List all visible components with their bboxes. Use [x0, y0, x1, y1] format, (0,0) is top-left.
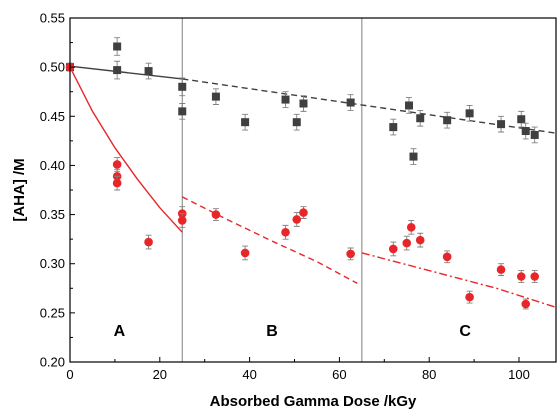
data-point-circle: [346, 249, 355, 259]
data-point-square: [241, 118, 250, 127]
x-axis-title: Absorbed Gamma Dose /kGy: [210, 393, 417, 410]
data-point-square: [416, 114, 425, 123]
data-point-square: [113, 42, 122, 51]
y-tick-label: 0.25: [40, 305, 65, 320]
region-label: B: [266, 323, 278, 340]
data-point-circle: [112, 160, 122, 169]
x-tick-label: 0: [66, 367, 73, 382]
y-tick-label: 0.35: [40, 207, 65, 222]
data-point-circle: [299, 208, 308, 217]
region-label: A: [114, 323, 126, 340]
data-point-square: [281, 95, 290, 104]
data-point-circle: [211, 210, 221, 219]
data-point-circle: [496, 265, 506, 274]
data-point-circle: [240, 248, 250, 258]
y-tick-label: 0.45: [40, 109, 65, 124]
region-label: C: [459, 323, 471, 340]
data-point-circle: [144, 237, 153, 247]
data-point-square: [346, 98, 355, 107]
x-tick-label: 60: [332, 367, 346, 382]
data-point-square: [409, 152, 418, 161]
region-labels: A B C: [114, 323, 472, 340]
y-tick-label: 0.30: [40, 256, 65, 271]
y-tick-label: 0.55: [40, 11, 65, 26]
data-point-circle: [516, 272, 526, 281]
data-point-circle: [281, 227, 290, 237]
data-point-square: [211, 92, 220, 101]
data-point-square: [530, 130, 539, 139]
fit-line-dashed: [181, 196, 358, 285]
data-point-square: [443, 116, 452, 125]
y-tick-label: 0.50: [40, 60, 65, 75]
x-tick-label: 80: [422, 367, 436, 382]
data-point-square: [292, 118, 301, 127]
data-point-circle: [521, 299, 531, 309]
fit-line-solid: [69, 65, 183, 80]
data-point-circle: [530, 272, 540, 281]
y-tick-label: 0.20: [40, 355, 65, 370]
data-point-circle: [388, 244, 398, 254]
data-point-circle: [112, 178, 122, 188]
x-tick-label: 20: [153, 367, 167, 382]
data-point-square: [497, 120, 506, 129]
data-points: [65, 37, 540, 310]
data-point-square: [465, 109, 474, 118]
data-point-square: [404, 101, 413, 110]
plot-frame: [69, 17, 557, 363]
fit-lines: [69, 65, 556, 308]
data-point-square: [517, 115, 526, 124]
data-point-circle: [465, 292, 474, 302]
fit-line-solid: [69, 66, 183, 233]
region-boundaries: [181, 18, 363, 362]
data-point-square: [178, 82, 187, 91]
data-point-circle: [177, 216, 187, 225]
data-point-circle: [406, 223, 416, 232]
fit-line-dashed: [182, 78, 556, 134]
axis-ticks: 0 20 40 60 80 100 0.20 0.25 0.30 0.35 0.40 0.45 0.50…: [40, 11, 530, 383]
fit-line-dashdot: [361, 252, 556, 308]
x-tick-label: 40: [242, 367, 256, 382]
x-tick-label: 100: [508, 367, 530, 382]
data-point-square: [144, 67, 153, 76]
data-point-circle: [402, 238, 412, 248]
data-point-circle: [415, 235, 425, 245]
data-point-square: [178, 107, 187, 116]
data-point-square: [113, 66, 122, 75]
y-tick-label: 0.40: [40, 158, 65, 173]
data-point-circle: [442, 252, 452, 262]
y-axis-title: [AHA] /M: [11, 158, 28, 221]
data-point-square: [389, 123, 398, 132]
data-point-square: [299, 99, 308, 108]
data-point-circle: [292, 215, 302, 224]
data-point-square: [521, 127, 530, 136]
